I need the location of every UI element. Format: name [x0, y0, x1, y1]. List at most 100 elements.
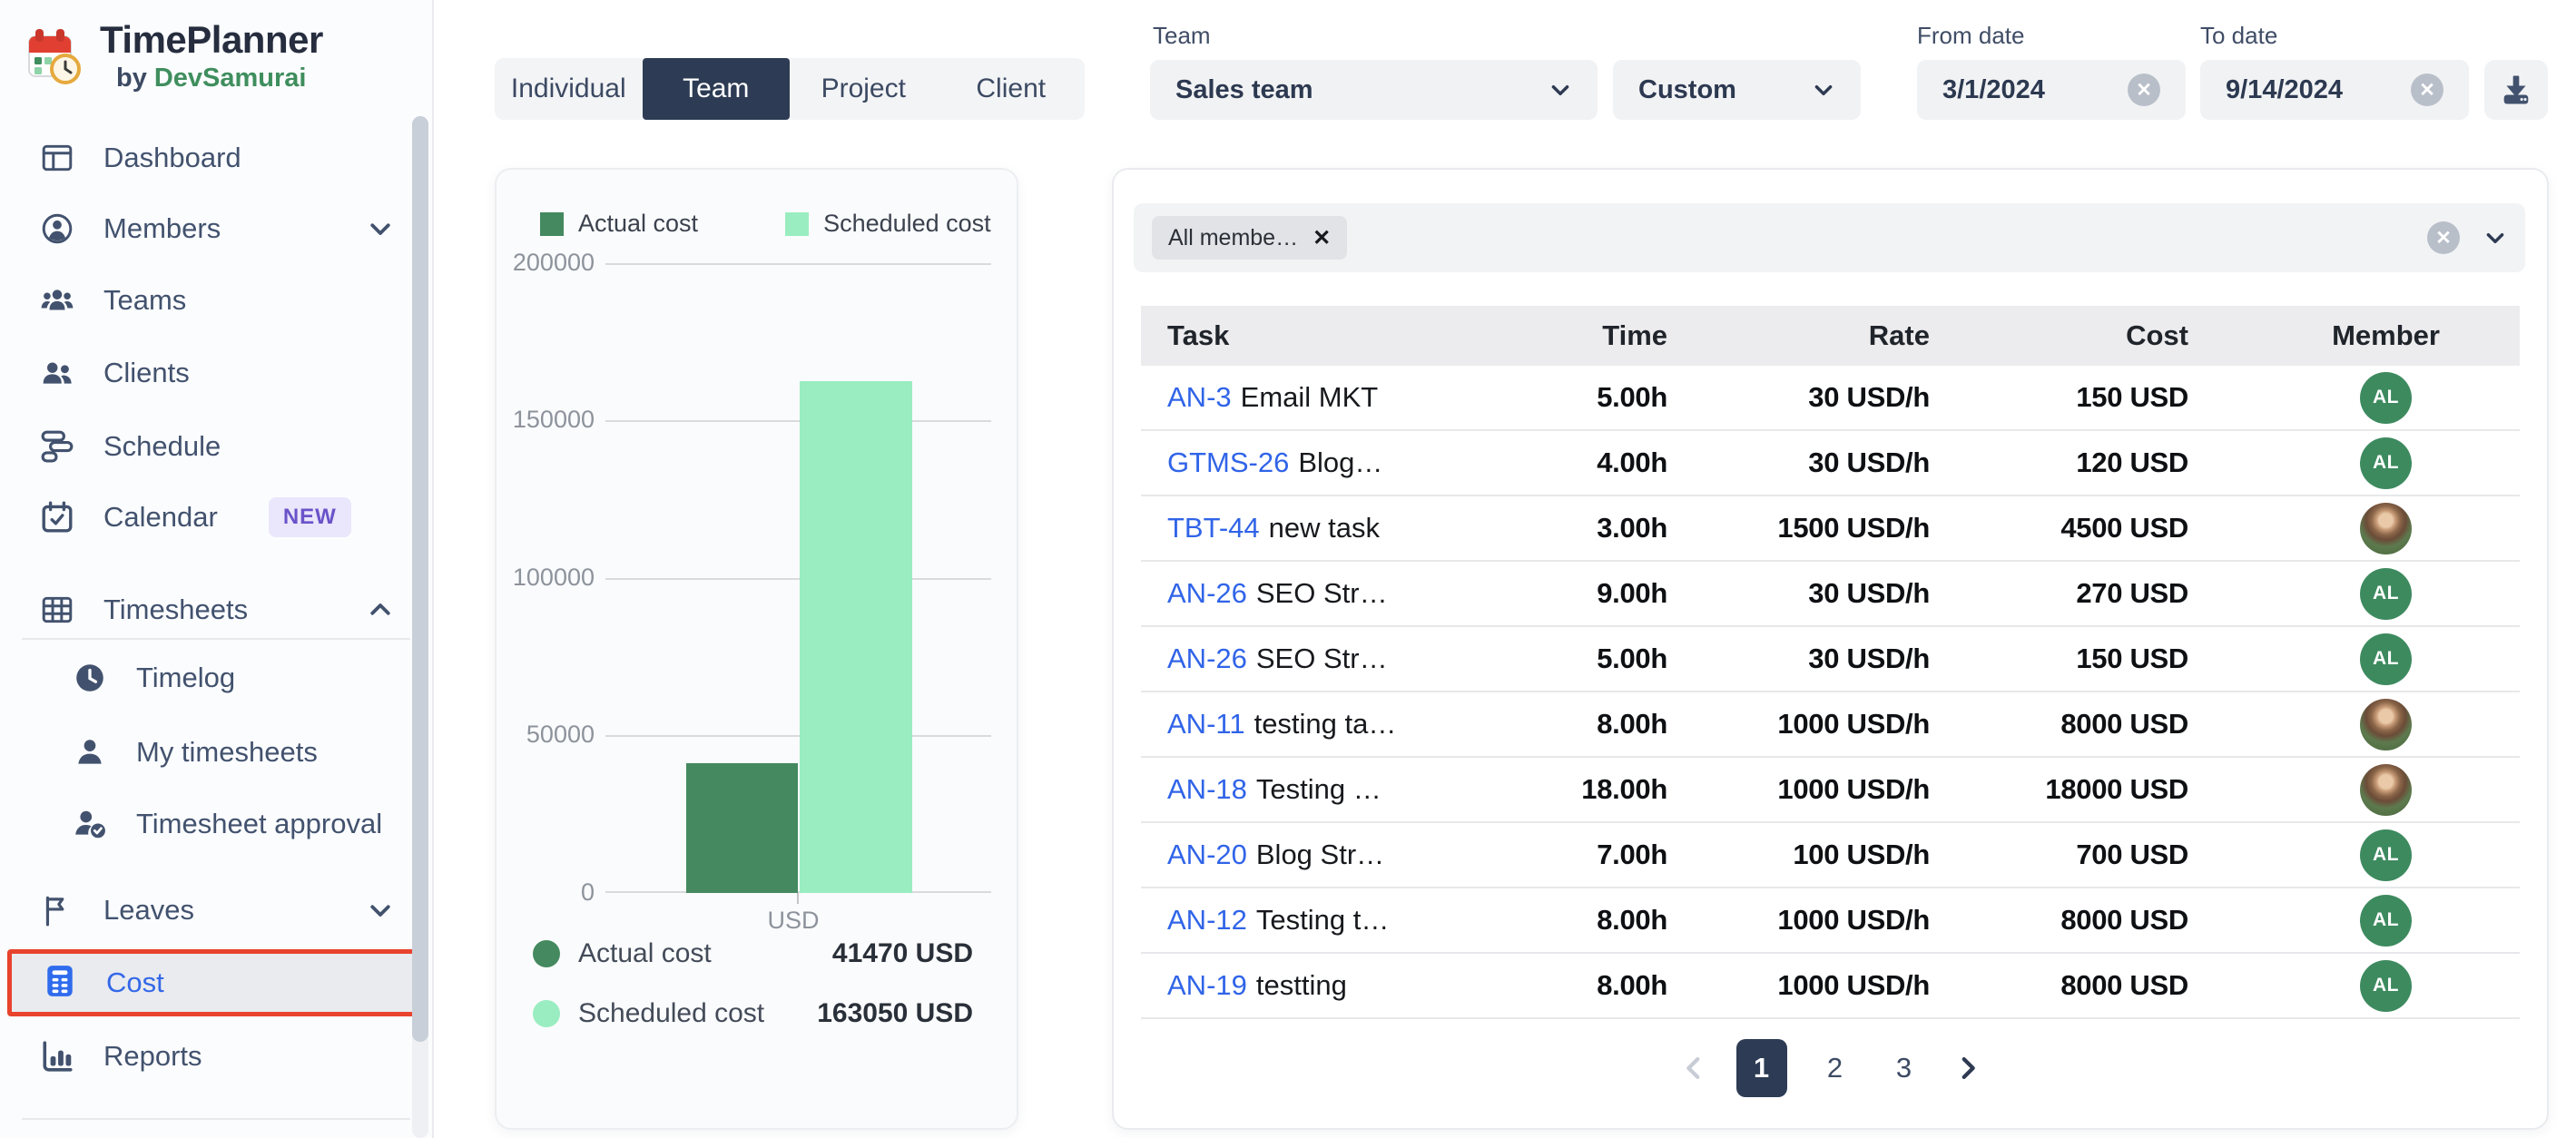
member-cell: AL — [2188, 960, 2520, 1012]
sidebar-item-label: My timesheets — [136, 736, 318, 769]
sidebar-item-label: Clients — [103, 357, 190, 389]
sidebar: TimePlanner byDevSamurai Dashboard Membe… — [0, 0, 434, 1138]
task-cell: TBT-44new task — [1141, 512, 1568, 544]
rate-cell: 1000 USD/h — [1667, 773, 1930, 806]
chevron-down-icon — [367, 215, 394, 242]
clear-to-date-icon[interactable]: ✕ — [2411, 74, 2443, 106]
previous-page-icon[interactable] — [1678, 1053, 1709, 1084]
task-desc: testing ta… — [1254, 708, 1397, 740]
sidebar-item-clients[interactable]: Clients — [0, 337, 434, 409]
col-header-rate: Rate — [1667, 319, 1930, 352]
logo-text: TimePlanner byDevSamurai — [100, 18, 323, 93]
y-axis-tick: 200000 — [504, 249, 595, 277]
sidebar-scrollbar-thumb[interactable] — [412, 116, 428, 1042]
sidebar-item-leaves[interactable]: Leaves — [0, 874, 434, 947]
date-range-select[interactable]: Custom — [1613, 60, 1861, 120]
task-link[interactable]: AN-11 — [1167, 708, 1245, 740]
task-link[interactable]: AN-3 — [1167, 381, 1232, 413]
member-avatar-photo — [2360, 699, 2412, 750]
sidebar-item-label: Dashboard — [103, 142, 241, 174]
chevron-down-icon[interactable] — [2483, 226, 2507, 250]
rate-cell: 30 USD/h — [1667, 381, 1930, 414]
member-filter-bar[interactable]: All membe… ✕ ✕ — [1134, 203, 2525, 272]
time-cell: 9.00h — [1568, 577, 1667, 610]
sidebar-item-label: Cost — [106, 966, 164, 999]
task-cell: AN-18Testing … — [1141, 773, 1568, 806]
table-row[interactable]: AN-11testing ta… 8.00h 1000 USD/h 8000 U… — [1141, 692, 2520, 758]
time-cell: 5.00h — [1568, 381, 1667, 414]
member-cell: AL — [2188, 372, 2520, 424]
download-button[interactable] — [2484, 60, 2548, 120]
cost-cell: 8000 USD — [1930, 708, 2188, 741]
table-row[interactable]: GTMS-26Blog… 4.00h 30 USD/h 120 USD AL — [1141, 431, 2520, 496]
table-row[interactable]: AN-26SEO Str… 9.00h 30 USD/h 270 USD AL — [1141, 562, 2520, 627]
page-button-3[interactable]: 3 — [1883, 1052, 1925, 1084]
x-axis-label: USD — [739, 907, 848, 935]
task-link[interactable]: AN-12 — [1167, 904, 1247, 936]
legend-item-scheduled-cost[interactable]: Scheduled cost — [785, 210, 991, 238]
chart-card: Actual cost Scheduled cost 200000 150000… — [495, 168, 1018, 1130]
task-desc: testting — [1256, 969, 1347, 1001]
sidebar-item-reports[interactable]: Reports — [0, 1020, 434, 1093]
task-link[interactable]: AN-18 — [1167, 773, 1247, 805]
y-axis-tick: 150000 — [504, 406, 595, 434]
from-date-input[interactable]: 3/1/2024 ✕ — [1917, 60, 2186, 120]
task-link[interactable]: AN-26 — [1167, 643, 1247, 674]
y-axis-tick: 100000 — [504, 564, 595, 592]
rate-cell: 100 USD/h — [1667, 839, 1930, 871]
sidebar-item-cost[interactable]: Cost — [7, 949, 425, 1016]
member-cell — [2188, 699, 2520, 750]
task-link[interactable]: AN-19 — [1167, 969, 1247, 1001]
sidebar-item-teams[interactable]: Teams — [0, 264, 434, 337]
app-subtitle: byDevSamurai — [116, 64, 323, 93]
task-link[interactable]: TBT-44 — [1167, 512, 1260, 544]
sidebar-item-timesheets[interactable]: Timesheets — [0, 574, 434, 646]
task-link[interactable]: GTMS-26 — [1167, 446, 1289, 478]
table-row[interactable]: AN-20Blog Str… 7.00h 100 USD/h 700 USD A… — [1141, 823, 2520, 888]
cost-cell: 150 USD — [1930, 643, 2188, 675]
sidebar-divider — [22, 1118, 410, 1120]
clear-from-date-icon[interactable]: ✕ — [2128, 74, 2160, 106]
tab-project[interactable]: Project — [790, 58, 938, 120]
app-logo[interactable]: TimePlanner byDevSamurai — [24, 18, 323, 93]
bar-chart-icon — [40, 1039, 74, 1074]
col-header-cost: Cost — [1930, 319, 2188, 352]
clear-member-filter-icon[interactable]: ✕ — [2427, 221, 2460, 254]
tab-client[interactable]: Client — [938, 58, 1086, 120]
page-button-1[interactable]: 1 — [1736, 1039, 1787, 1097]
rate-cell: 30 USD/h — [1667, 446, 1930, 479]
next-page-icon[interactable] — [1952, 1053, 1983, 1084]
members-icon — [40, 211, 74, 246]
table-row[interactable]: AN-3Email MKT 5.00h 30 USD/h 150 USD AL — [1141, 366, 2520, 431]
sidebar-item-dashboard[interactable]: Dashboard — [0, 122, 434, 194]
table-row[interactable]: TBT-44new task 3.00h 1500 USD/h 4500 USD — [1141, 496, 2520, 562]
member-filter-chip[interactable]: All membe… ✕ — [1152, 216, 1347, 260]
table-row[interactable]: AN-26SEO Str… 5.00h 30 USD/h 150 USD AL — [1141, 627, 2520, 692]
sidebar-item-members[interactable]: Members — [0, 192, 434, 265]
sidebar-item-schedule[interactable]: Schedule — [0, 410, 434, 483]
sidebar-item-timelog[interactable]: Timelog — [0, 642, 434, 714]
chip-remove-icon[interactable]: ✕ — [1313, 225, 1331, 251]
table-row[interactable]: AN-18Testing … 18.00h 1000 USD/h 18000 U… — [1141, 758, 2520, 823]
app-subtitle-brand: DevSamurai — [154, 64, 307, 93]
col-header-time: Time — [1568, 319, 1667, 352]
task-link[interactable]: AN-26 — [1167, 577, 1247, 609]
table-row[interactable]: AN-19testting 8.00h 1000 USD/h 8000 USD … — [1141, 954, 2520, 1019]
task-desc: Blog… — [1298, 446, 1382, 478]
chevron-down-icon — [367, 897, 394, 924]
from-date-value: 3/1/2024 — [1942, 75, 2045, 105]
sidebar-item-timesheet-approval[interactable]: Timesheet approval — [0, 788, 434, 860]
to-date-input[interactable]: 9/14/2024 ✕ — [2200, 60, 2469, 120]
task-cell: GTMS-26 Blog… — [1141, 446, 1568, 479]
page-button-2[interactable]: 2 — [1814, 1052, 1856, 1084]
task-link[interactable]: AN-20 — [1167, 839, 1247, 870]
legend-item-actual-cost[interactable]: Actual cost — [540, 210, 698, 238]
member-avatar: AL — [2360, 568, 2412, 620]
team-select[interactable]: Sales team — [1150, 60, 1598, 120]
sidebar-item-my-timesheets[interactable]: My timesheets — [0, 716, 434, 789]
tab-team[interactable]: Team — [643, 58, 791, 120]
tab-individual[interactable]: Individual — [495, 58, 643, 120]
sidebar-item-calendar[interactable]: Calendar NEW — [0, 481, 434, 554]
table-row[interactable]: AN-12Testing t… 8.00h 1000 USD/h 8000 US… — [1141, 888, 2520, 954]
cost-calculator-icon — [43, 964, 77, 1003]
